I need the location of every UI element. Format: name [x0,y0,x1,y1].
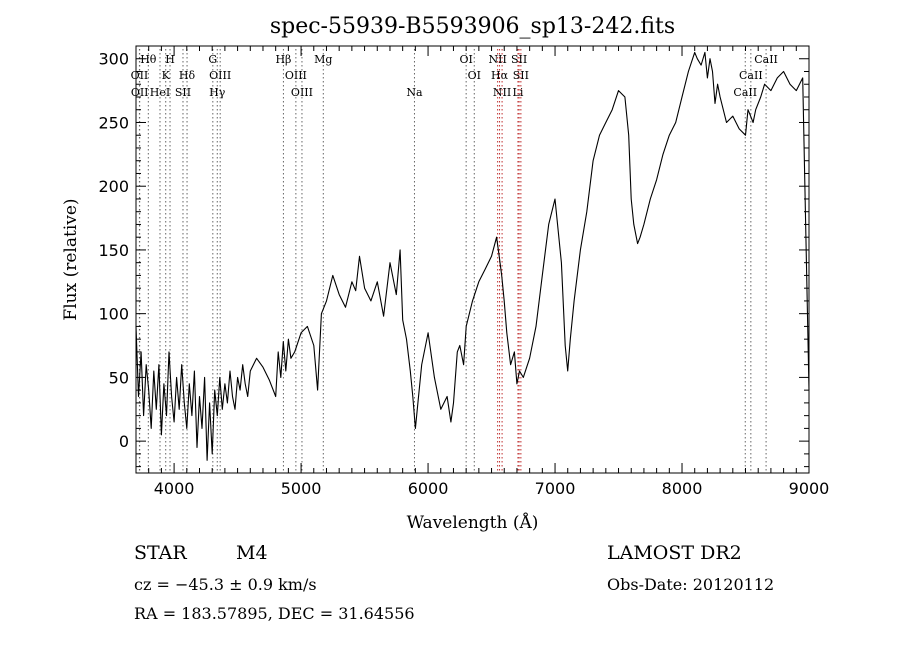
line-marker-label: Na [406,86,423,99]
line-marker-label: OI [468,69,481,82]
line-marker-label: G [208,53,217,66]
x-tick-label: 7000 [535,479,576,498]
object-class: STAR [134,542,187,564]
line-marker-label: OI [459,53,472,66]
line-marker-label: OII [131,69,149,82]
y-tick-label: 200 [98,177,129,196]
line-marker-label: Hθ [140,53,157,66]
spectrum-line [135,51,810,461]
y-tick-label: 300 [98,50,129,69]
y-axis-label: Flux (relative) [61,198,81,320]
line-marker-label: OIII [209,69,231,82]
object-subclass: M4 [236,542,268,564]
x-tick-label: 6000 [408,479,449,498]
x-tick-label: 8000 [662,479,703,498]
line-marker-label: Mg [314,53,332,66]
survey-name: LAMOST DR2 [607,542,742,564]
line-marker-label: K [162,69,171,82]
y-tick-label: 100 [98,305,129,324]
y-tick-label: 250 [98,113,129,132]
x-tick-label: 4000 [154,479,195,498]
line-marker-label: NII [488,53,506,66]
line-marker-label: SII [511,53,527,66]
y-tick-label: 0 [119,432,129,451]
line-marker-label: SII [513,69,529,82]
line-marker-label: NII [493,86,511,99]
line-marker-label: Hγ [209,86,226,99]
y-tick-label: 50 [109,368,129,387]
obs-date: Obs-Date: 20120112 [607,575,775,594]
coordinates: RA = 183.57895, DEC = 31.64556 [134,604,415,623]
line-marker-label: CaII [739,69,763,82]
redshift-cz: cz = −45.3 ± 0.9 km/s [134,575,317,594]
line-marker-label: Hα [491,69,509,82]
line-marker-label: CaII [733,86,757,99]
chart-title: spec-55939-B5593906_sp13-242.fits [270,14,675,39]
y-tick-label: 150 [98,241,129,260]
line-marker-label: Hδ [179,69,196,82]
x-axis-label: Wavelength (Å) [407,512,539,533]
line-marker-label: Li [513,86,524,99]
line-marker-label: CaII [754,53,778,66]
line-marker-label: OIII [285,69,307,82]
plot-frame [135,45,810,474]
line-marker-label: H [165,53,175,66]
x-tick-label: 5000 [281,479,322,498]
line-marker-label: HeI [150,86,170,99]
line-marker-label: OII [131,86,149,99]
x-tick-label: 9000 [789,479,830,498]
line-marker-label: SII [175,86,191,99]
line-marker-label: OIII [291,86,313,99]
line-marker-label: Hβ [275,53,291,66]
